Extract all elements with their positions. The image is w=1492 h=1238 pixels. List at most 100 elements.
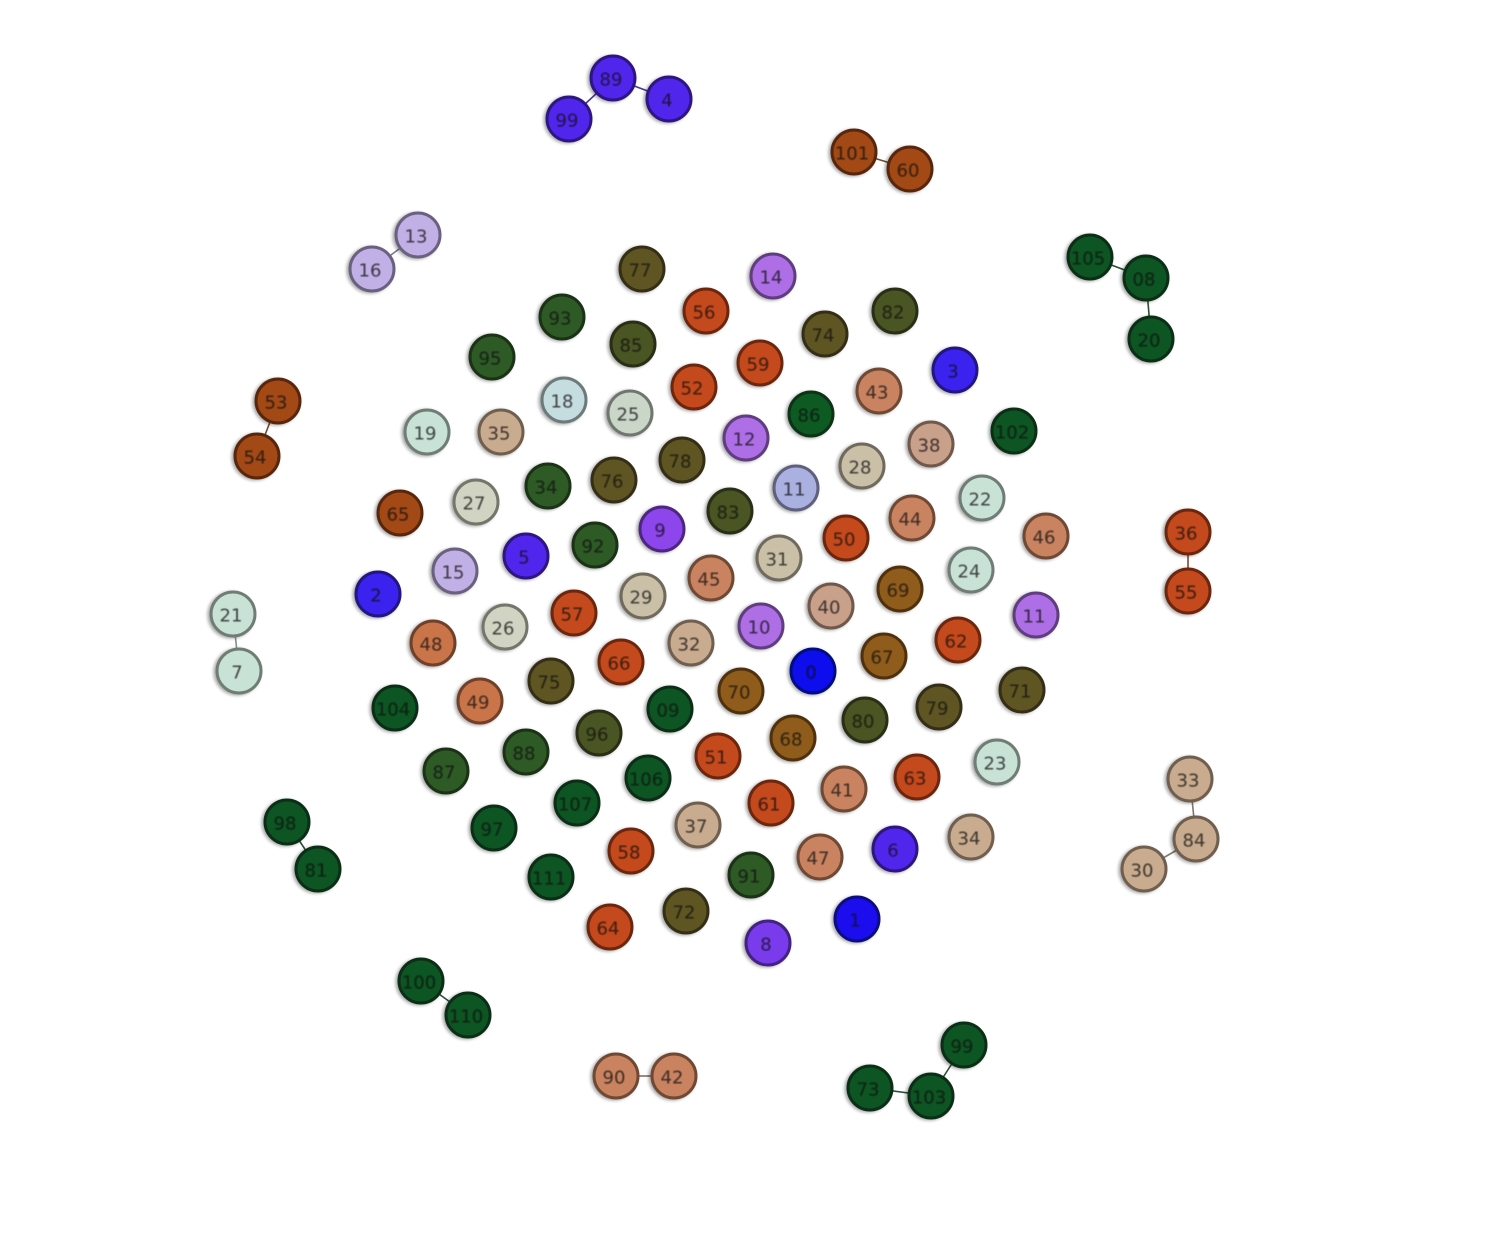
node-circle xyxy=(747,779,795,827)
node-label: 65 xyxy=(387,505,410,526)
node-circle xyxy=(397,957,445,1005)
graph-node: 99 xyxy=(545,95,593,143)
graph-node: 20 xyxy=(1127,315,1175,363)
node-label: 23 xyxy=(984,754,1007,775)
graph-node: 40 xyxy=(807,582,855,630)
node-circle xyxy=(722,414,770,462)
graph-node: 111 xyxy=(527,853,575,901)
node-label: 102 xyxy=(995,423,1029,444)
graph-node: 23 xyxy=(973,738,1021,786)
node-circle xyxy=(209,590,257,638)
node-label: 56 xyxy=(693,303,716,324)
graph-node: 58 xyxy=(607,827,655,875)
node-label: 86 xyxy=(798,406,821,427)
node-circle xyxy=(624,754,672,802)
node-circle xyxy=(1166,755,1214,803)
node-circle xyxy=(1066,233,1114,281)
node-label: 87 xyxy=(433,763,456,784)
node-label: 66 xyxy=(608,654,631,675)
graph-node: 61 xyxy=(747,779,795,827)
graph-node: 75 xyxy=(527,657,575,705)
graph-node: 12 xyxy=(722,414,770,462)
graph-node: 87 xyxy=(422,747,470,795)
node-label: 76 xyxy=(601,472,624,493)
node-circle xyxy=(609,320,657,368)
graph-node: 86 xyxy=(787,390,835,438)
graph-node: 52 xyxy=(670,363,718,411)
node-circle xyxy=(233,432,281,480)
node-label: 09 xyxy=(657,701,680,722)
node-label: 36 xyxy=(1175,524,1198,545)
node-label: 68 xyxy=(780,730,803,751)
node-label: 33 xyxy=(1177,771,1200,792)
node-circle xyxy=(575,709,623,757)
node-circle xyxy=(571,521,619,569)
node-circle xyxy=(687,554,735,602)
node-circle xyxy=(755,534,803,582)
node-circle xyxy=(846,1064,894,1112)
node-circle xyxy=(871,825,919,873)
graph-node: 99 xyxy=(940,1021,988,1069)
node-circle xyxy=(694,732,742,780)
graph-node: 35 xyxy=(477,408,525,456)
graph-node: 0 xyxy=(789,647,837,695)
node-circle xyxy=(254,377,302,425)
graph-node: 34 xyxy=(524,462,572,510)
graph-node: 59 xyxy=(736,339,784,387)
node-label: 34 xyxy=(958,829,981,850)
node-label: 21 xyxy=(220,606,243,627)
node-label: 97 xyxy=(481,820,504,841)
node-circle xyxy=(371,684,419,732)
node-label: 103 xyxy=(912,1088,946,1109)
node-circle xyxy=(586,903,634,951)
node-circle xyxy=(538,293,586,341)
graph-node: 46 xyxy=(1022,512,1070,560)
node-circle xyxy=(841,696,889,744)
node-label: 62 xyxy=(945,632,968,653)
graph-node: 62 xyxy=(934,616,982,664)
node-circle xyxy=(706,487,754,535)
graph-node: 100 xyxy=(397,957,445,1005)
node-circle xyxy=(553,779,601,827)
node-circle xyxy=(990,407,1038,455)
node-circle xyxy=(607,827,655,875)
node-label: 100 xyxy=(402,973,436,994)
node-circle xyxy=(670,363,718,411)
graph-node: 72 xyxy=(662,887,710,935)
node-label: 11 xyxy=(1023,607,1046,628)
node-label: 5 xyxy=(518,548,529,569)
node-label: 92 xyxy=(582,537,605,558)
node-label: 80 xyxy=(852,712,875,733)
node-label: 13 xyxy=(405,227,428,248)
node-label: 101 xyxy=(835,144,869,165)
node-label: 34 xyxy=(535,478,558,499)
node-circle xyxy=(452,478,500,526)
node-circle xyxy=(1120,845,1168,893)
graph-node: 68 xyxy=(769,714,817,762)
node-label: 8 xyxy=(760,935,771,956)
graph-node: 57 xyxy=(550,589,598,637)
node-label: 99 xyxy=(556,111,579,132)
node-label: 95 xyxy=(479,349,502,370)
node-label: 42 xyxy=(661,1068,684,1089)
graph-node: 6 xyxy=(871,825,919,873)
node-circle xyxy=(682,287,730,335)
graph-node: 71 xyxy=(998,666,1046,714)
node-label: 82 xyxy=(882,303,905,324)
node-circle xyxy=(727,851,775,899)
graph-node: 33 xyxy=(1166,755,1214,803)
node-label: 88 xyxy=(513,744,536,765)
node-label: 30 xyxy=(1131,861,1154,882)
node-label: 70 xyxy=(728,683,751,704)
node-circle xyxy=(658,436,706,484)
graph-node: 36 xyxy=(1164,508,1212,556)
graph-node: 29 xyxy=(619,572,667,620)
node-circle xyxy=(907,420,955,468)
node-label: 3 xyxy=(947,362,958,383)
node-label: 78 xyxy=(669,452,692,473)
node-label: 37 xyxy=(685,817,708,838)
graph-node: 83 xyxy=(706,487,754,535)
node-label: 0 xyxy=(805,663,816,684)
node-label: 96 xyxy=(586,725,609,746)
